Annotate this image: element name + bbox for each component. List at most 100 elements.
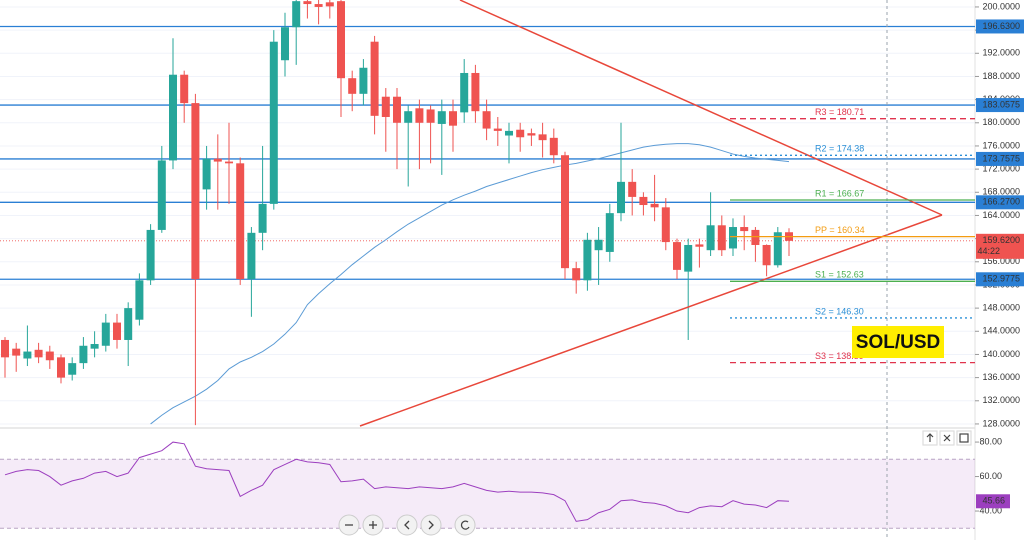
trendline-lower (359, 214, 943, 427)
candle-body (605, 213, 614, 252)
candle-body (23, 351, 32, 359)
candle-body (583, 239, 592, 281)
candle-body (314, 4, 323, 7)
chart-title: SOL/USD (856, 332, 940, 353)
price-axis: 128.0000 132.0000 136.0000 140.0000 144.0000… (975, 1, 1024, 515)
candles (1, 0, 793, 426)
candle-body (717, 225, 726, 251)
candle-body (426, 109, 435, 123)
y-tick-label: 180.0000 (982, 117, 1020, 127)
candle-body (762, 244, 771, 266)
y-tick-label: 172.0000 (982, 163, 1020, 173)
candle-body (236, 163, 245, 280)
candle-body (437, 111, 446, 124)
y-tick-label: 136.0000 (982, 372, 1020, 382)
y-tick-label: 176.0000 (982, 140, 1020, 150)
pivot-label: S1 = 152.63 (815, 270, 864, 280)
candle-body (449, 111, 457, 126)
candle-body (325, 2, 334, 7)
toolbar-icons (345, 520, 470, 530)
pivot-label: R2 = 174.38 (815, 144, 864, 154)
candle-body (740, 227, 749, 232)
candle-body (34, 349, 43, 358)
pivot-label: S2 = 146.30 (815, 306, 864, 316)
candle-body (729, 227, 737, 249)
ma (150, 143, 790, 425)
candle-body (191, 103, 200, 280)
scroll-left[interactable] (396, 514, 418, 536)
pivot-label: R3 = 180.71 (815, 107, 864, 117)
candle-body (673, 242, 681, 270)
rsi-tick-label: 60.00 (979, 471, 1002, 481)
level-label: 196.6300 (982, 21, 1020, 31)
candle-body (202, 158, 211, 190)
candle-body (213, 158, 222, 162)
candle-body (169, 74, 177, 161)
candle-body (45, 351, 54, 361)
maximize-pane[interactable] (956, 430, 972, 446)
candle-body (572, 268, 581, 281)
rsi-tick-label: 80.00 (979, 436, 1002, 446)
candle-body (135, 280, 144, 320)
grid (0, 6, 975, 425)
level-label: 173.7575 (982, 153, 1020, 163)
y-tick-label: 188.0000 (982, 71, 1020, 81)
level-label: 166.2700 (982, 197, 1020, 207)
candle-body (12, 348, 21, 356)
ma-line (150, 143, 790, 425)
rsi-tick-label: 40.00 (979, 505, 1002, 515)
candle-body (348, 78, 357, 94)
rsi-value-label: 45.66 (982, 496, 1005, 506)
level-tag (976, 151, 1024, 166)
candle-body (527, 133, 536, 136)
candle-body (258, 203, 267, 233)
y-tick-label: 144.0000 (982, 326, 1020, 336)
candle-body (482, 111, 491, 129)
candle-body (90, 344, 99, 349)
y-tick-label: 192.0000 (982, 48, 1020, 58)
candle-body (370, 41, 379, 116)
pane-buttons (922, 430, 972, 446)
y-tick-label: 164.0000 (982, 210, 1020, 220)
candle-body (1, 339, 9, 358)
candle-body (303, 1, 312, 5)
rsi-tag (976, 494, 1010, 509)
candle-body (101, 322, 110, 346)
candle-body (538, 134, 547, 141)
countdown: 44:22 (977, 246, 1000, 256)
candle-body (79, 345, 88, 364)
candle-body (113, 322, 121, 340)
scroll-right[interactable] (420, 514, 442, 536)
title-box (852, 326, 944, 358)
candle-body (57, 357, 65, 378)
rsi-pane (0, 441, 975, 529)
level-tag (976, 19, 1024, 34)
level-label: 183.0575 (982, 99, 1020, 109)
y-tick-label: 168.0000 (982, 187, 1020, 197)
y-tick-label: 148.0000 (982, 302, 1020, 312)
reset[interactable] (454, 514, 476, 536)
candle-body (180, 74, 189, 104)
candle-body (359, 67, 368, 94)
current-price-tag (976, 233, 1024, 259)
rsi-band (0, 459, 975, 529)
candle-body (505, 130, 513, 136)
candle-body (628, 181, 637, 197)
candle-body (661, 207, 670, 243)
pivot-label: R1 = 166.67 (815, 188, 864, 198)
candle-body (415, 108, 424, 123)
candle-body (706, 225, 715, 251)
y-tick-label: 200.0000 (982, 1, 1020, 11)
candle-body (695, 244, 704, 247)
trendline-upper (459, 0, 943, 216)
level-tag (976, 195, 1024, 210)
pivot-label: S3 = 138.59 (815, 351, 864, 361)
candle-body (247, 232, 256, 280)
zoom-toolbar (338, 514, 476, 536)
candle-body (68, 363, 77, 375)
candle-body (292, 1, 301, 28)
candle-body (124, 308, 133, 340)
